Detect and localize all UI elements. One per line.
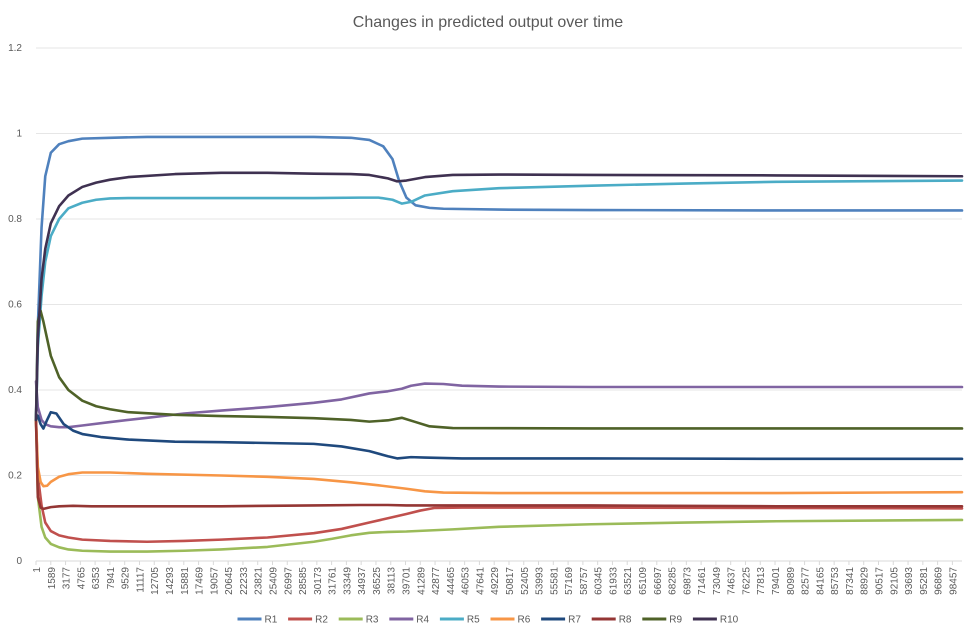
series-line-r2: [34, 418, 964, 544]
x-tick-label: 38113: [387, 567, 398, 595]
x-tick-label: 69873: [682, 567, 693, 595]
x-tick-label: 3177: [62, 567, 73, 590]
y-tick-label: 0.8: [8, 214, 22, 225]
y-axis: 0 0.2 0.4 0.6 0.8 1 1.2: [8, 43, 22, 567]
legend-label: R4: [416, 615, 429, 626]
series-lines: [34, 135, 964, 553]
x-axis: 1 1589 3177 4765 6353 7941 9529 11117 12705 14293…: [32, 561, 959, 595]
y-tick-label: 0.6: [8, 300, 22, 311]
x-tick-label: 15881: [180, 567, 191, 595]
x-tick-label: 76225: [741, 567, 752, 595]
x-tick-label: 17469: [195, 567, 206, 595]
x-tick-label: 12705: [150, 567, 161, 595]
x-tick-label: 7941: [106, 567, 117, 590]
x-tick-label: 44465: [446, 567, 457, 595]
x-tick-label: 33349: [342, 567, 353, 595]
x-tick-label: 23821: [254, 567, 265, 595]
x-tick-label: 34937: [357, 567, 368, 595]
series-line-r4: [34, 380, 964, 429]
x-tick-label: 63521: [623, 567, 634, 595]
x-tick-label: 19057: [209, 567, 220, 595]
x-tick-label: 82577: [801, 567, 812, 595]
legend-label: R1: [265, 615, 278, 626]
x-tick-label: 4765: [76, 567, 87, 590]
x-tick-label: 88929: [860, 567, 871, 595]
x-tick-label: 84165: [815, 567, 826, 595]
x-tick-label: 31761: [328, 567, 339, 595]
x-tick-label: 50817: [505, 567, 516, 595]
x-tick-label: 65109: [638, 567, 649, 595]
x-tick-label: 14293: [165, 567, 176, 595]
x-tick-label: 93693: [904, 567, 915, 595]
x-tick-label: 30173: [313, 567, 324, 595]
x-tick-label: 26997: [283, 567, 294, 595]
x-tick-label: 1: [32, 567, 43, 573]
x-tick-label: 61933: [608, 567, 619, 595]
y-tick-label: 0.2: [8, 471, 22, 482]
legend-label: R3: [366, 615, 379, 626]
x-tick-label: 77813: [756, 567, 767, 595]
x-tick-label: 96869: [934, 567, 945, 595]
legend-label: R10: [720, 615, 739, 626]
x-tick-label: 6353: [91, 567, 102, 590]
series-line-r5: [34, 179, 964, 422]
x-tick-label: 1589: [47, 567, 58, 590]
x-tick-label: 87341: [845, 567, 856, 595]
x-tick-label: 58757: [579, 567, 590, 595]
gridlines: [36, 47, 962, 562]
x-tick-label: 95281: [919, 567, 930, 595]
x-tick-label: 53993: [535, 567, 546, 595]
x-tick-label: 28585: [298, 567, 309, 595]
series-line-r1: [34, 135, 964, 422]
x-tick-label: 46053: [461, 567, 472, 595]
x-tick-label: 9529: [121, 567, 132, 590]
y-tick-label: 0: [16, 556, 22, 567]
chart-title: Changes in predicted output over time: [353, 14, 623, 31]
x-tick-label: 52405: [520, 567, 531, 595]
x-tick-label: 85753: [830, 567, 841, 595]
y-tick-label: 0.4: [8, 385, 22, 396]
x-tick-label: 42877: [431, 567, 442, 595]
x-tick-label: 92105: [889, 567, 900, 595]
legend-label: R8: [619, 615, 632, 626]
x-tick-label: 68285: [668, 567, 679, 595]
series-line-r3: [34, 418, 964, 553]
x-tick-label: 74637: [727, 567, 738, 595]
x-tick-label: 57169: [564, 567, 575, 595]
legend-label: R9: [669, 615, 682, 626]
legend-label: R6: [518, 615, 531, 626]
x-tick-label: 71461: [697, 567, 708, 595]
x-tick-label: 98457: [948, 567, 959, 595]
x-tick-label: 39701: [402, 567, 413, 595]
x-tick-label: 90517: [874, 567, 885, 595]
y-tick-label: 1: [16, 129, 22, 140]
series-line-r9: [34, 309, 964, 430]
x-tick-label: 20645: [224, 567, 235, 595]
legend: R1 R2 R3 R4 R5 R6 R7 R8 R9 R10: [237, 615, 739, 626]
x-tick-label: 25409: [268, 567, 279, 595]
series-line-r7: [34, 410, 964, 461]
x-tick-label: 79401: [771, 567, 782, 595]
series-line-r8: [34, 418, 964, 511]
x-tick-label: 66697: [653, 567, 664, 595]
x-tick-label: 41289: [416, 567, 427, 595]
x-tick-label: 55581: [549, 567, 560, 595]
x-tick-label: 73049: [712, 567, 723, 595]
legend-label: R5: [467, 615, 480, 626]
x-tick-label: 11117: [135, 567, 146, 593]
x-tick-label: 47641: [475, 567, 486, 595]
legend-label: R2: [315, 615, 328, 626]
x-tick-label: 60345: [594, 567, 605, 595]
series-line-r6: [34, 418, 964, 495]
x-tick-label: 80989: [786, 567, 797, 595]
series-line-r10: [34, 171, 964, 422]
legend-label: R7: [568, 615, 581, 626]
y-tick-label: 1.2: [8, 43, 22, 54]
x-tick-label: 49229: [490, 567, 501, 595]
x-tick-label: 22233: [239, 567, 250, 595]
x-tick-label: 36525: [372, 567, 383, 595]
